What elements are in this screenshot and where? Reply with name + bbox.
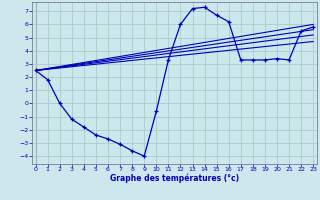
X-axis label: Graphe des températures (°c): Graphe des températures (°c) <box>110 174 239 183</box>
